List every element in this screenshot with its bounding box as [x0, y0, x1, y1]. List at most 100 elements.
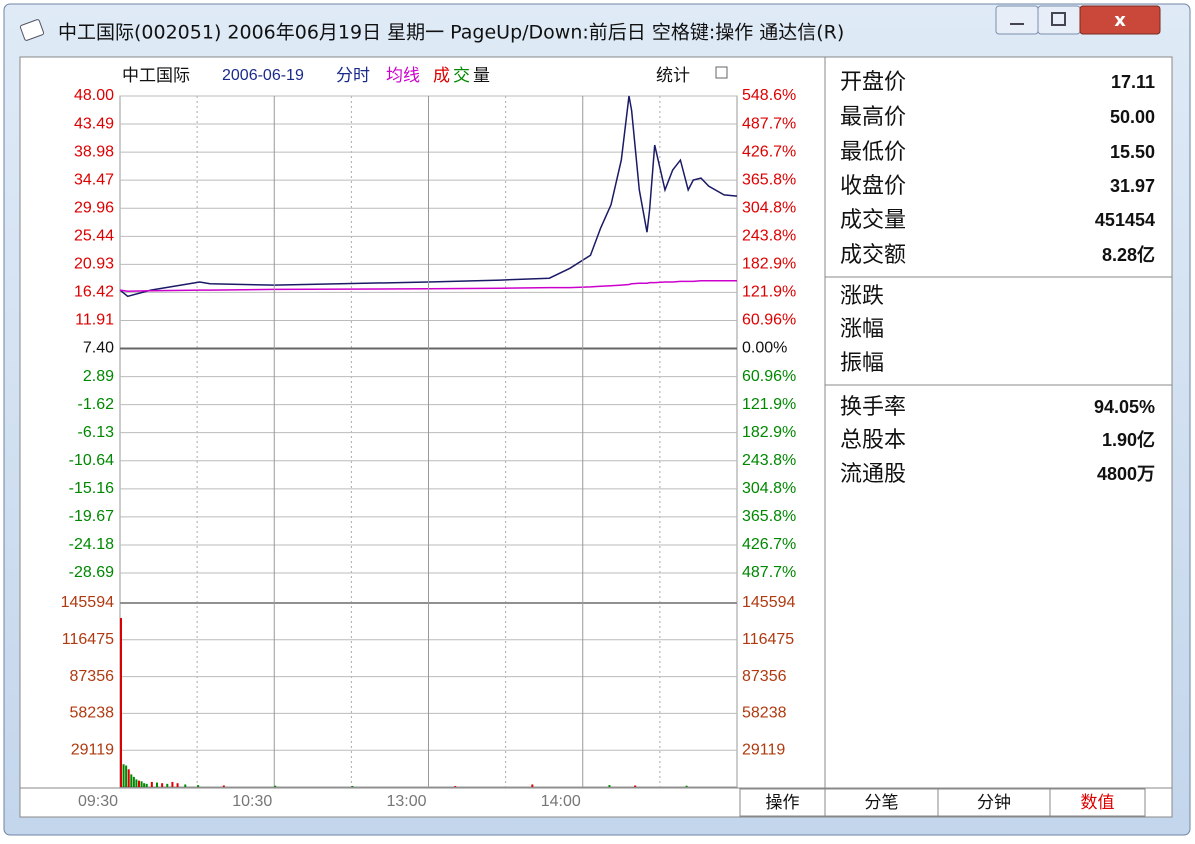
x-tick-label: 09:30: [78, 793, 118, 810]
y-tick-label: 87356: [70, 668, 115, 685]
y2-tick-label: 87356: [742, 668, 787, 685]
y-tick-label: 7.40: [83, 340, 114, 357]
average-legend: 均线: [386, 66, 420, 86]
volume-bar: [176, 783, 179, 787]
y-tick-label: -1.62: [78, 396, 115, 413]
volume-bar: [125, 765, 128, 787]
maximize-icon: [1051, 12, 1066, 26]
y-tick-label: 16.42: [74, 284, 114, 301]
volume-bar: [122, 764, 125, 787]
volume-bar: [150, 781, 153, 787]
y-tick-label: 116475: [62, 631, 114, 648]
minimize-button[interactable]: [995, 5, 1039, 35]
y-tick-label: 48.00: [74, 87, 114, 104]
volume-bar: [127, 769, 130, 787]
info-value: 8.28亿: [1102, 244, 1155, 265]
volume-bar: [132, 776, 135, 787]
info-label: 最低价: [840, 140, 906, 165]
y2-tick-label: 548.6%: [742, 87, 796, 104]
tab[interactable]: [1049, 788, 1146, 817]
volume-bar: [222, 785, 225, 787]
x-tick-label: 10:30: [232, 793, 272, 810]
info-label: 振幅: [840, 351, 884, 376]
y-tick-label: 20.93: [74, 256, 114, 273]
y-tick-label: -10.64: [69, 452, 114, 469]
tab-label[interactable]: 分笔: [865, 793, 899, 813]
y2-tick-label: 29119: [742, 741, 785, 758]
volume-bar: [143, 783, 146, 787]
app-icon: [19, 19, 45, 41]
window-title: 中工国际(002051) 2006年06月19日 星期一 PageUp/Down…: [58, 22, 844, 44]
y-tick-label: -6.13: [78, 424, 115, 441]
info-label: 开盘价: [840, 70, 906, 95]
volume-legend: 量: [473, 66, 490, 86]
tab[interactable]: [824, 788, 939, 817]
chart-mode: 分时: [336, 66, 370, 86]
x-tick-label: 14:00: [541, 793, 581, 810]
info-value: 4800万: [1097, 464, 1155, 484]
y2-tick-label: 116475: [742, 631, 794, 648]
volume-bar: [130, 774, 133, 787]
close-button[interactable]: [1079, 5, 1161, 35]
price-line: [119, 95, 738, 298]
volume-legend: 成: [433, 66, 450, 86]
info-value: 15.50: [1110, 142, 1155, 162]
chart-date: 2006-06-19: [222, 67, 304, 84]
average-line: [119, 279, 737, 293]
info-value: 94.05%: [1094, 397, 1155, 417]
y2-tick-label: 121.9%: [742, 284, 796, 301]
x-tick-label: 13:00: [386, 793, 426, 810]
info-label: 最高价: [840, 105, 906, 130]
y-tick-label: 2.89: [83, 368, 114, 385]
volume-bar: [135, 779, 138, 787]
info-value: 451454: [1095, 210, 1155, 230]
info-label: 成交额: [840, 243, 906, 268]
tab-label[interactable]: 数值: [1081, 793, 1115, 813]
volume-bar: [155, 782, 158, 787]
volume-bar: [145, 783, 148, 787]
tab[interactable]: [739, 788, 826, 817]
y-tick-label: -15.16: [69, 480, 114, 497]
y-tick-label: 58238: [70, 705, 115, 722]
y2-tick-label: 58238: [742, 705, 787, 722]
stat-button[interactable]: 统计: [656, 66, 690, 86]
stock-name: 中工国际: [122, 66, 190, 86]
y2-tick-label: 60.96%: [742, 312, 796, 329]
volume-bar: [140, 781, 143, 787]
y2-tick-label: 365.8%: [742, 171, 796, 188]
tab-label[interactable]: 分钟: [977, 793, 1011, 813]
y2-tick-label: 121.9%: [742, 396, 796, 413]
y-tick-label: 43.49: [74, 115, 114, 132]
info-label: 涨跌: [840, 284, 884, 309]
y2-tick-label: 60.96%: [742, 368, 796, 385]
info-label: 流通股: [840, 462, 906, 487]
info-label: 总股本: [840, 428, 906, 453]
volume-bar: [161, 783, 164, 787]
volume-bar: [634, 785, 637, 787]
info-value: 31.97: [1110, 176, 1155, 196]
content: [19, 56, 1173, 818]
y2-tick-label: 365.8%: [742, 508, 796, 525]
y-tick-label: -19.67: [69, 508, 114, 525]
volume-bar: [351, 785, 354, 787]
y2-tick-label: 243.8%: [742, 452, 796, 469]
y-tick-label: 34.47: [74, 171, 114, 188]
volume-bar: [274, 785, 277, 787]
y-tick-label: 25.44: [74, 228, 114, 245]
maximize-button[interactable]: [1037, 5, 1081, 35]
y2-tick-label: 145594: [742, 594, 795, 611]
close-icon: x: [1114, 10, 1126, 31]
info-value: 1.90亿: [1102, 429, 1155, 450]
info-value: 17.11: [1111, 72, 1155, 92]
y2-tick-label: 182.9%: [742, 256, 796, 273]
y2-tick-label: 304.8%: [742, 199, 796, 216]
stat-toggle[interactable]: [715, 66, 728, 79]
y-tick-label: -28.69: [69, 564, 114, 581]
volume-bar: [137, 780, 140, 787]
volume-bar: [197, 785, 200, 787]
info-label: 涨幅: [840, 317, 884, 342]
tab-label[interactable]: 操作: [766, 793, 800, 813]
volume-legend: 交: [453, 66, 470, 86]
y-tick-label: 11.91: [75, 312, 114, 329]
